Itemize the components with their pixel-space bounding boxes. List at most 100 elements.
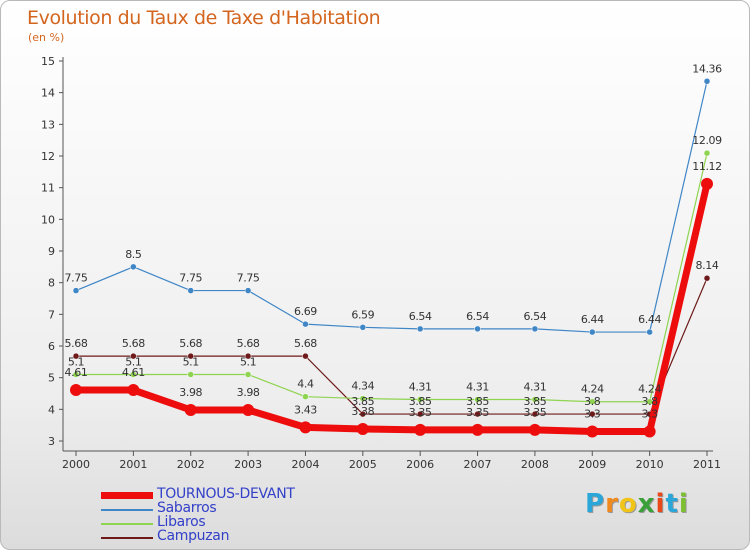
logo-letter: i bbox=[678, 489, 689, 519]
data-point-tournous-devant bbox=[184, 403, 197, 416]
data-label-sabarros: 7.75 bbox=[65, 272, 88, 285]
x-tick-label: 2004 bbox=[291, 458, 319, 471]
x-tick-label: 2009 bbox=[578, 458, 606, 471]
y-tick-label: 7 bbox=[48, 308, 55, 321]
data-label-sabarros: 7.75 bbox=[237, 272, 260, 285]
y-tick-label: 11 bbox=[41, 182, 55, 195]
y-tick-label: 13 bbox=[41, 118, 55, 131]
data-label-libaros: 5.1 bbox=[183, 356, 199, 369]
data-point-tournous-devant bbox=[471, 423, 484, 436]
logo-letter: i bbox=[655, 489, 666, 519]
data-point-libaros bbox=[244, 371, 252, 378]
data-point-tournous-devant bbox=[643, 425, 656, 438]
data-point-libaros bbox=[474, 396, 481, 403]
data-label-sabarros: 6.54 bbox=[523, 310, 546, 323]
legend-label: Libaros bbox=[157, 514, 206, 530]
data-label-libaros: 4.31 bbox=[523, 381, 546, 394]
x-tick-label: 2011 bbox=[693, 458, 721, 471]
data-label-libaros: 5.1 bbox=[240, 356, 256, 369]
y-tick-label: 4 bbox=[48, 403, 55, 416]
series-line-tournous-devant bbox=[76, 183, 711, 435]
data-label-campuzan: 5.68 bbox=[237, 337, 260, 350]
x-tick-label: 2008 bbox=[521, 458, 549, 471]
legend-label: TOURNOUS-DEVANT bbox=[157, 486, 295, 502]
data-point-libaros bbox=[531, 396, 539, 403]
data-point-libaros bbox=[187, 371, 194, 378]
data-point-campuzan bbox=[531, 410, 539, 418]
legend-label: Campuzan bbox=[157, 528, 230, 544]
y-tick-label: 3 bbox=[48, 435, 55, 448]
data-label-campuzan: 3.85 bbox=[351, 395, 374, 408]
data-label-tournous-devant: 3.35 bbox=[409, 406, 432, 419]
series-line-libaros bbox=[76, 153, 708, 403]
data-point-libaros bbox=[703, 149, 711, 157]
data-point-campuzan bbox=[130, 352, 137, 360]
data-label-libaros: 4.24 bbox=[581, 383, 604, 396]
data-label-campuzan: 5.68 bbox=[294, 337, 317, 350]
data-point-sabarros bbox=[531, 325, 539, 333]
data-label-tournous-devant: 3.3 bbox=[584, 408, 601, 421]
data-point-libaros bbox=[72, 371, 80, 378]
data-point-campuzan bbox=[72, 352, 80, 360]
data-point-campuzan bbox=[416, 410, 424, 418]
data-label-tournous-devant: 3.38 bbox=[351, 405, 374, 418]
data-point-sabarros bbox=[72, 287, 80, 294]
data-point-tournous-devant bbox=[356, 422, 369, 435]
data-label-sabarros: 6.54 bbox=[466, 310, 489, 323]
data-label-libaros: 5.1 bbox=[68, 356, 84, 369]
data-point-sabarros bbox=[474, 325, 481, 333]
x-tick-label: 2000 bbox=[62, 458, 90, 471]
data-point-tournous-devant bbox=[586, 425, 599, 438]
data-label-campuzan: 3.85 bbox=[466, 395, 489, 408]
data-label-sabarros: 6.54 bbox=[409, 310, 432, 323]
logo-letter: t bbox=[665, 489, 679, 519]
series-line-campuzan bbox=[76, 277, 708, 415]
data-label-sabarros: 6.59 bbox=[351, 308, 374, 321]
data-label-campuzan: 3.8 bbox=[584, 395, 601, 408]
data-point-sabarros bbox=[359, 324, 367, 331]
chart-title: Evolution du Taux de Taxe d'Habitation bbox=[27, 7, 381, 29]
data-label-campuzan: 3.85 bbox=[409, 395, 432, 408]
data-label-tournous-devant: 11.12 bbox=[692, 160, 722, 173]
data-point-sabarros bbox=[244, 287, 252, 294]
data-point-libaros bbox=[416, 396, 424, 403]
data-point-libaros bbox=[359, 395, 367, 402]
data-point-sabarros bbox=[187, 287, 194, 294]
legend-label: Sabarros bbox=[157, 500, 217, 516]
data-label-tournous-devant: 3.98 bbox=[237, 386, 260, 399]
y-tick-label: 5 bbox=[48, 372, 55, 385]
data-label-libaros: 5.1 bbox=[125, 356, 141, 369]
data-label-tournous-devant: 3.43 bbox=[294, 403, 317, 416]
data-label-campuzan: 3.8 bbox=[641, 395, 658, 408]
x-tick-label: 2007 bbox=[464, 458, 492, 471]
y-tick-label: 9 bbox=[48, 245, 55, 258]
data-point-tournous-devant bbox=[70, 384, 82, 397]
data-point-campuzan bbox=[187, 352, 194, 360]
logo-letter: P bbox=[585, 489, 606, 519]
data-label-libaros: 4.31 bbox=[409, 381, 432, 394]
data-label-sabarros: 8.5 bbox=[125, 248, 142, 261]
data-point-tournous-devant bbox=[701, 177, 713, 190]
data-label-tournous-devant: 3.35 bbox=[466, 406, 489, 419]
data-label-tournous-devant: 3.3 bbox=[641, 408, 658, 421]
data-point-campuzan bbox=[244, 352, 252, 360]
data-label-libaros: 4.24 bbox=[638, 383, 661, 396]
data-label-tournous-devant: 4.61 bbox=[65, 366, 88, 379]
data-point-libaros bbox=[130, 371, 137, 378]
data-label-tournous-devant: 3.35 bbox=[523, 406, 546, 419]
data-label-libaros: 4.34 bbox=[351, 380, 374, 393]
legend-swatch bbox=[101, 509, 153, 511]
data-point-campuzan bbox=[474, 410, 481, 418]
data-label-campuzan: 5.68 bbox=[122, 337, 145, 350]
y-tick-label: 6 bbox=[48, 340, 55, 353]
legend-swatch bbox=[101, 537, 153, 539]
data-label-tournous-devant: 4.61 bbox=[122, 366, 145, 379]
data-label-sabarros: 6.69 bbox=[294, 305, 317, 318]
data-label-tournous-devant: 3.98 bbox=[179, 386, 202, 399]
data-label-campuzan: 5.68 bbox=[65, 337, 88, 350]
data-label-libaros: 4.31 bbox=[466, 381, 489, 394]
data-label-campuzan: 5.68 bbox=[179, 337, 202, 350]
data-point-sabarros bbox=[302, 320, 309, 328]
